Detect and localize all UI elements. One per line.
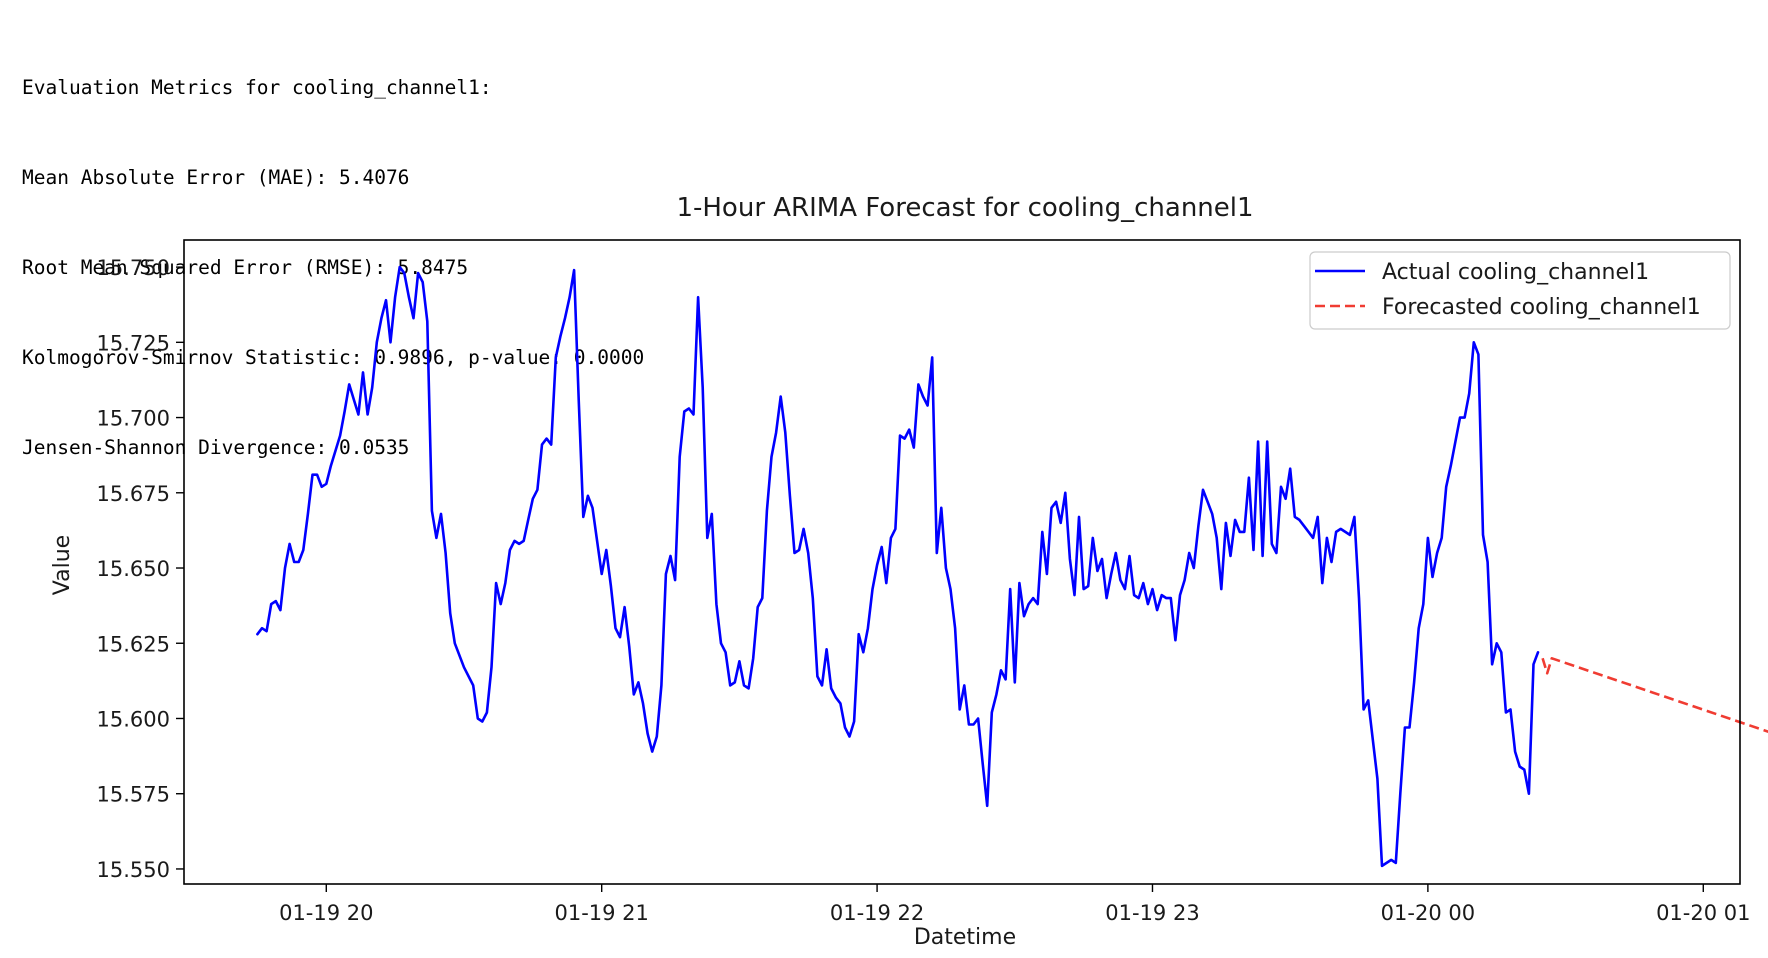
x-tick-label: 01-20 01 [1656, 901, 1750, 925]
legend: Actual cooling_channel1 Forecasted cooli… [1309, 251, 1731, 330]
y-tick-label: 15.650 [97, 557, 170, 581]
legend-box [1309, 251, 1731, 330]
y-tick-label: 15.725 [97, 331, 170, 355]
plot-frame [183, 239, 1741, 885]
x-tick-label: 01-19 20 [279, 901, 373, 925]
plot-area [256, 265, 1768, 868]
metric-mae: Mean Absolute Error (MAE): 5.4076 [22, 166, 410, 189]
x-tick-label: 01-19 21 [554, 901, 648, 925]
legend-actual-label: Actual cooling_channel1 [1382, 260, 1649, 285]
metric-ks: Kolmogorov-Smirnov Statistic: 0.9896, p-… [22, 346, 645, 369]
y-tick-label: 15.675 [97, 482, 170, 506]
actual-series-line [256, 265, 1540, 868]
forecast-series-line [1541, 656, 1768, 734]
y-tick-label: 15.575 [97, 783, 170, 807]
y-axis-label: Value [50, 535, 75, 595]
x-tick-label: 01-20 00 [1381, 901, 1475, 925]
y-tick-label: 15.700 [97, 407, 170, 431]
x-tick-label: 01-19 23 [1105, 901, 1199, 925]
legend-forecast-label: Forecasted cooling_channel1 [1382, 295, 1701, 320]
x-axis: 01-19 20 01-19 21 01-19 22 01-19 23 01-20 00… [279, 884, 1750, 925]
y-tick-label: 15.600 [97, 707, 170, 731]
y-tick-label: 15.750 [97, 256, 170, 280]
evaluation-metrics-output: Evaluation Metrics for cooling_channel1:… [22, 13, 644, 493]
chart-title: 1-Hour ARIMA Forecast for cooling_channe… [676, 193, 1253, 223]
y-axis: 15.550 15.575 15.600 15.625 15.650 15.675 15.7… [97, 256, 184, 882]
y-tick-label: 15.550 [97, 858, 170, 882]
arima-forecast-chart: 1-Hour ARIMA Forecast for cooling_channe… [50, 193, 1768, 950]
metric-rmse: Root Mean Squared Error (RMSE): 5.8475 [22, 256, 469, 279]
x-axis-label: Datetime [914, 925, 1016, 950]
metric-jsd: Jensen-Shannon Divergence: 0.0535 [22, 436, 410, 459]
metrics-header: Evaluation Metrics for cooling_channel1: [22, 76, 492, 99]
x-tick-label: 01-19 22 [830, 901, 924, 925]
y-tick-label: 15.625 [97, 632, 170, 656]
